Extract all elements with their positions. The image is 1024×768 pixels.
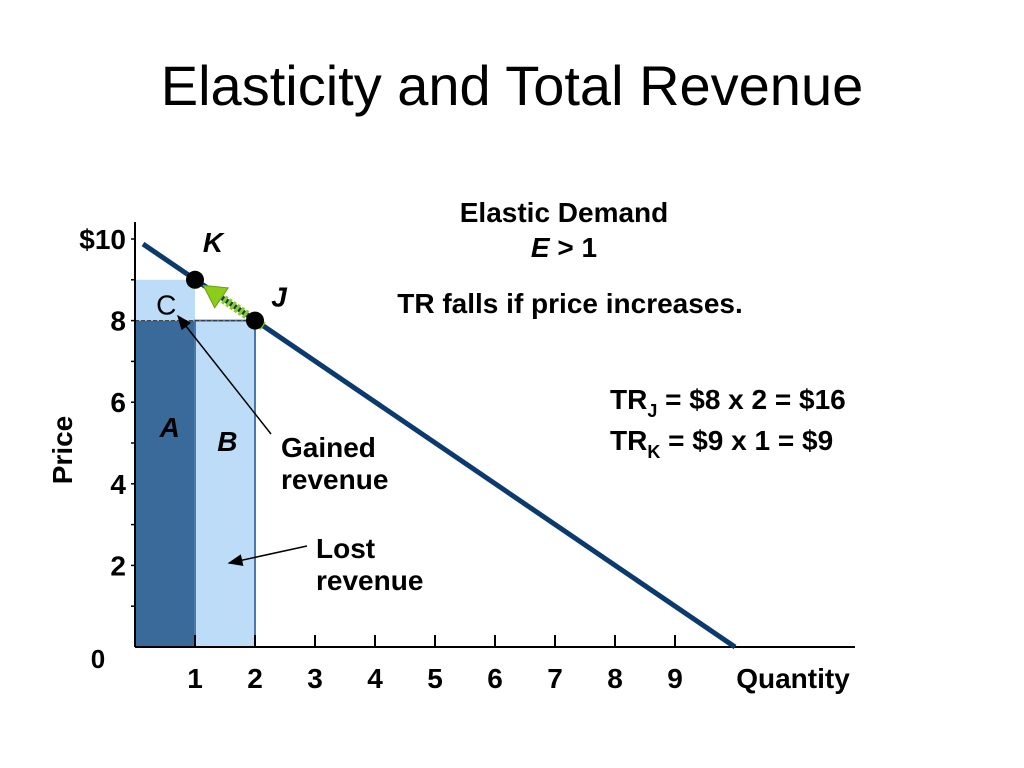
tr-j-prefix: TR [610, 384, 647, 415]
tr-j-equation: TRJ = $8 x 2 = $16 [610, 384, 846, 421]
tr-falls-note: TR falls if price increases. [397, 288, 743, 319]
region-c [135, 279, 195, 321]
x-tick-label-6: 6 [487, 663, 503, 694]
region-label-c: C [156, 289, 176, 320]
tr-k-value: = $9 x 1 = $9 [660, 425, 833, 456]
x-axis-label: Quantity [736, 663, 850, 694]
y-tick-label-2: 2 [110, 550, 126, 581]
elasticity-condition: E > 1 [531, 232, 597, 263]
tr-j-value: = $8 x 2 = $16 [657, 384, 845, 415]
x-tick-label-7: 7 [547, 663, 563, 694]
gained-revenue-pointer [177, 314, 272, 435]
region-label-b: B [217, 426, 237, 457]
y-tick-label-10: $10 [79, 224, 126, 255]
x-tick-label-4: 4 [367, 663, 383, 694]
point-j [246, 311, 264, 330]
elastic-demand-title: Elastic Demand [460, 197, 669, 228]
slide-title: Elasticity and Total Revenue [160, 54, 864, 117]
tr-k-subscript: K [647, 442, 660, 462]
x-tick-label-9: 9 [667, 663, 683, 694]
annotation-lines [177, 284, 308, 566]
gained-revenue-line-1: Gained [281, 432, 376, 463]
x-tick-label-1: 1 [187, 663, 203, 694]
labels-group: Price Quantity 0 Elastic Demand E > 1 TR… [47, 197, 850, 694]
tr-k-equation: TRK = $9 x 1 = $9 [610, 425, 833, 462]
x-tick-label-8: 8 [607, 663, 623, 694]
lost-revenue-line-1: Lost [316, 533, 375, 564]
point-label-j: J [271, 282, 288, 313]
elasticity-comparison: > 1 [550, 232, 597, 263]
tr-j-subscript: J [647, 401, 657, 421]
gained-revenue-line-2: revenue [281, 464, 388, 495]
x-tick-label-5: 5 [427, 663, 443, 694]
x-tick-label-3: 3 [307, 663, 323, 694]
region-a [135, 320, 195, 647]
elasticity-symbol: E [531, 232, 551, 263]
region-b [195, 320, 255, 647]
movement-arrow-shaft [218, 294, 266, 330]
y-axis-label: Price [47, 416, 78, 485]
point-label-k: K [203, 227, 225, 258]
origin-label: 0 [91, 644, 105, 674]
y-tick-label-8: 8 [110, 306, 126, 337]
x-tick-label-2: 2 [247, 663, 263, 694]
point-k [186, 270, 204, 289]
movement-arrow-head [202, 284, 230, 309]
revenue-regions [135, 279, 256, 648]
lost-revenue-line-2: revenue [316, 565, 423, 596]
lost-revenue-pointer [227, 545, 308, 566]
region-label-a: A [159, 412, 180, 443]
tr-k-prefix: TR [610, 425, 647, 456]
points-group [186, 270, 264, 330]
y-tick-label-4: 4 [110, 469, 126, 500]
y-tick-label-6: 6 [110, 387, 126, 418]
